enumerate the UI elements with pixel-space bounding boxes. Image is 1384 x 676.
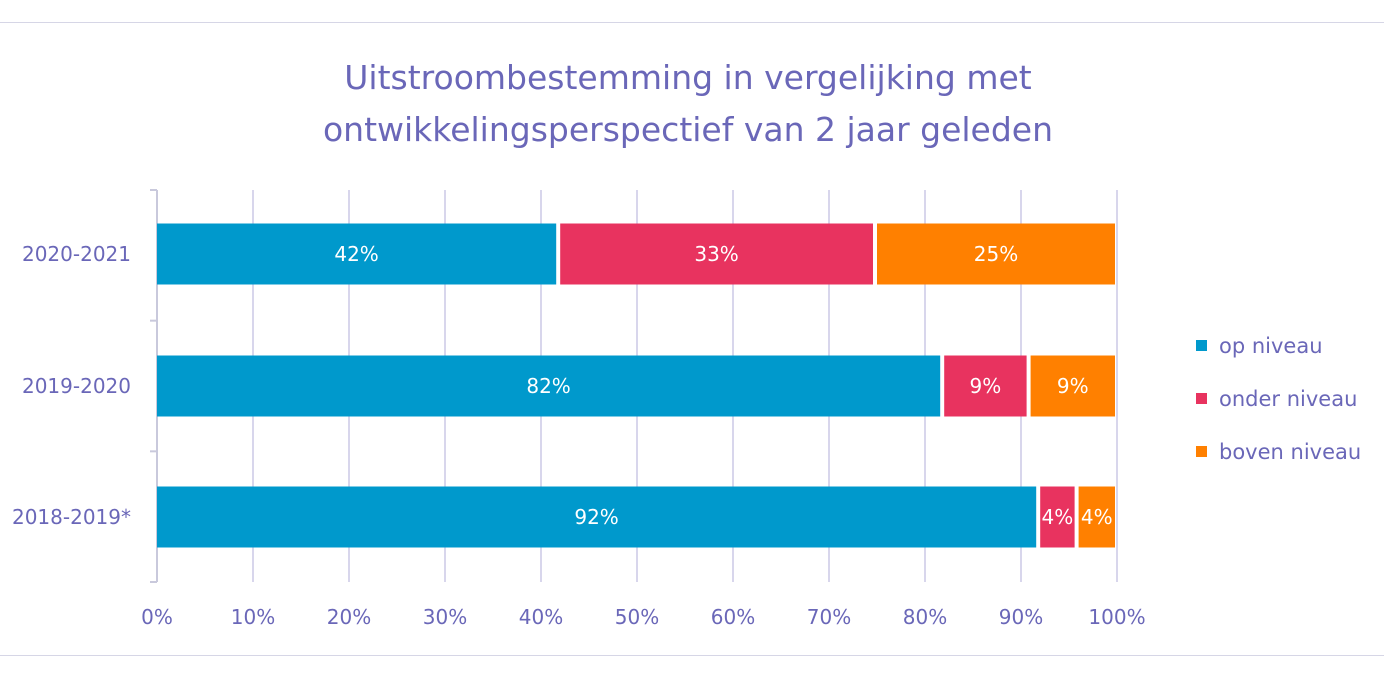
data-label: 9%	[1057, 374, 1089, 398]
data-label: 92%	[574, 505, 618, 529]
legend-item: boven niveau	[1196, 438, 1361, 465]
legend-item: onder niveau	[1196, 385, 1361, 412]
y-category-label: 2020-2021	[22, 242, 131, 266]
bar-segment	[1040, 486, 1075, 548]
bar-segment	[1030, 355, 1115, 417]
bar-segment	[944, 355, 1027, 417]
legend-label: boven niveau	[1219, 439, 1362, 464]
data-label: 33%	[694, 242, 738, 266]
chart-title: Uitstroombestemming in vergelijking met …	[0, 52, 1376, 156]
x-tick-label: 90%	[999, 605, 1043, 629]
data-label: 25%	[974, 242, 1018, 266]
legend-label: op niveau	[1219, 333, 1323, 358]
y-category-label: 2019-2020	[22, 374, 131, 398]
x-tick-label: 70%	[807, 605, 851, 629]
bar-segment	[157, 355, 941, 417]
chart-legend: op niveau onder niveau boven niveau	[1196, 332, 1361, 491]
x-tick-label: 100%	[1088, 605, 1145, 629]
x-tick-label: 80%	[903, 605, 947, 629]
chart-title-line-2: ontwikkelingsperspectief van 2 jaar gele…	[322, 110, 1054, 149]
bar-segment	[157, 223, 557, 285]
legend-swatch	[1196, 340, 1207, 351]
x-tick-label: 20%	[327, 605, 371, 629]
legend-label: onder niveau	[1219, 386, 1358, 411]
x-tick-label: 10%	[231, 605, 275, 629]
data-label: 82%	[526, 374, 570, 398]
x-tick-label: 0%	[141, 605, 173, 629]
x-tick-label: 30%	[423, 605, 467, 629]
legend-item: op niveau	[1196, 332, 1361, 359]
bar-segment	[1078, 486, 1115, 548]
x-tick-label: 40%	[519, 605, 563, 629]
frame-bottom-border	[0, 655, 1384, 656]
bar-segment	[157, 486, 1037, 548]
legend-swatch	[1196, 393, 1207, 404]
chart-title-line-1: Uitstroombestemming in vergelijking met	[344, 58, 1032, 97]
data-label: 4%	[1081, 505, 1113, 529]
data-label: 4%	[1042, 505, 1074, 529]
x-tick-label: 60%	[711, 605, 755, 629]
x-tick-label: 50%	[615, 605, 659, 629]
y-category-label: 2018-2019*	[12, 505, 131, 529]
legend-swatch	[1196, 446, 1207, 457]
data-label: 9%	[970, 374, 1002, 398]
frame-top-border	[0, 22, 1384, 23]
bar-segment	[560, 223, 873, 285]
data-label: 42%	[334, 242, 378, 266]
bar-segment	[877, 223, 1115, 285]
